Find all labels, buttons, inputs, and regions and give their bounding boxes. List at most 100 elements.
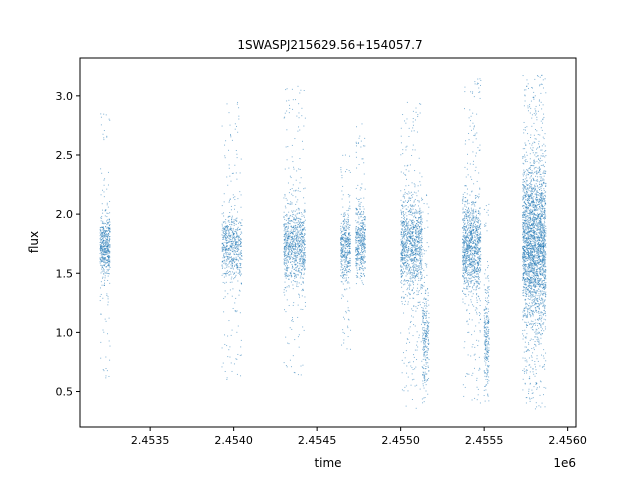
data-point [401, 250, 403, 252]
data-point [419, 272, 421, 274]
data-point [463, 292, 465, 294]
data-point [289, 203, 291, 205]
data-point [414, 149, 416, 151]
data-point [106, 136, 108, 138]
data-point [345, 229, 347, 231]
data-point [236, 263, 238, 265]
data-point [462, 260, 464, 262]
data-point [101, 233, 103, 235]
data-point [474, 236, 476, 238]
data-point [422, 385, 424, 387]
data-point [299, 232, 301, 234]
data-point [301, 245, 303, 247]
data-point [359, 208, 361, 210]
data-point [408, 236, 410, 238]
data-point [470, 241, 472, 243]
data-point [413, 292, 415, 294]
data-point [294, 242, 296, 244]
data-point [411, 232, 413, 234]
data-point [348, 229, 350, 231]
data-point [421, 235, 423, 237]
data-point [418, 252, 420, 254]
data-point [362, 242, 364, 244]
data-point [294, 190, 296, 192]
data-point [223, 228, 225, 230]
data-point [417, 260, 419, 262]
data-point [226, 232, 227, 234]
data-point [363, 233, 365, 235]
data-point [291, 238, 293, 240]
data-point [364, 256, 366, 258]
data-point [105, 260, 107, 262]
data-point [346, 266, 348, 268]
data-point [412, 267, 414, 269]
data-point [411, 237, 413, 239]
data-point [359, 135, 361, 137]
data-point [288, 220, 290, 222]
data-point [103, 269, 105, 271]
data-point [411, 315, 412, 317]
data-point [421, 323, 422, 325]
data-point [404, 230, 406, 232]
data-point [291, 267, 293, 269]
data-point [304, 302, 306, 304]
data-point [404, 386, 406, 388]
data-point [109, 235, 111, 237]
data-point [413, 297, 415, 299]
data-point [400, 254, 402, 256]
data-point [233, 221, 235, 222]
data-point [414, 204, 416, 206]
data-point [348, 243, 350, 244]
data-point [228, 261, 230, 263]
data-point [297, 242, 299, 244]
data-point [108, 238, 110, 240]
data-point [103, 261, 105, 263]
data-point [221, 274, 223, 276]
data-point [412, 277, 414, 279]
data-point [360, 258, 362, 260]
data-point [227, 248, 229, 250]
data-point [425, 335, 427, 337]
data-point [287, 248, 289, 250]
data-point [238, 252, 240, 254]
data-point [476, 244, 478, 246]
data-point [230, 133, 231, 135]
data-point [413, 284, 415, 286]
data-point [301, 115, 303, 117]
data-point [361, 242, 363, 244]
data-point [342, 264, 344, 266]
data-point [228, 266, 230, 268]
data-point [462, 261, 464, 263]
data-point [406, 193, 408, 195]
data-point [400, 241, 402, 243]
data-point [407, 193, 409, 195]
data-point [345, 256, 347, 258]
data-point [416, 290, 418, 292]
data-point [411, 277, 413, 279]
data-point [286, 299, 288, 301]
data-point [108, 261, 110, 263]
data-point [105, 248, 107, 250]
data-point [478, 207, 480, 209]
data-point [463, 283, 465, 285]
data-point [106, 293, 108, 295]
data-point [342, 254, 344, 256]
data-point [229, 235, 231, 237]
data-point [358, 201, 360, 203]
data-point [221, 242, 223, 244]
data-point [419, 263, 421, 265]
data-point [346, 288, 348, 290]
data-point [108, 247, 110, 249]
data-point [466, 229, 468, 231]
data-point [341, 243, 343, 245]
data-point [415, 107, 417, 109]
data-point [108, 258, 110, 260]
data-point [468, 241, 470, 243]
data-point [232, 235, 234, 237]
data-point [419, 240, 421, 242]
data-point [109, 228, 111, 230]
data-point [480, 261, 482, 263]
data-point [101, 268, 103, 270]
data-point [292, 355, 294, 357]
data-point [109, 231, 111, 233]
